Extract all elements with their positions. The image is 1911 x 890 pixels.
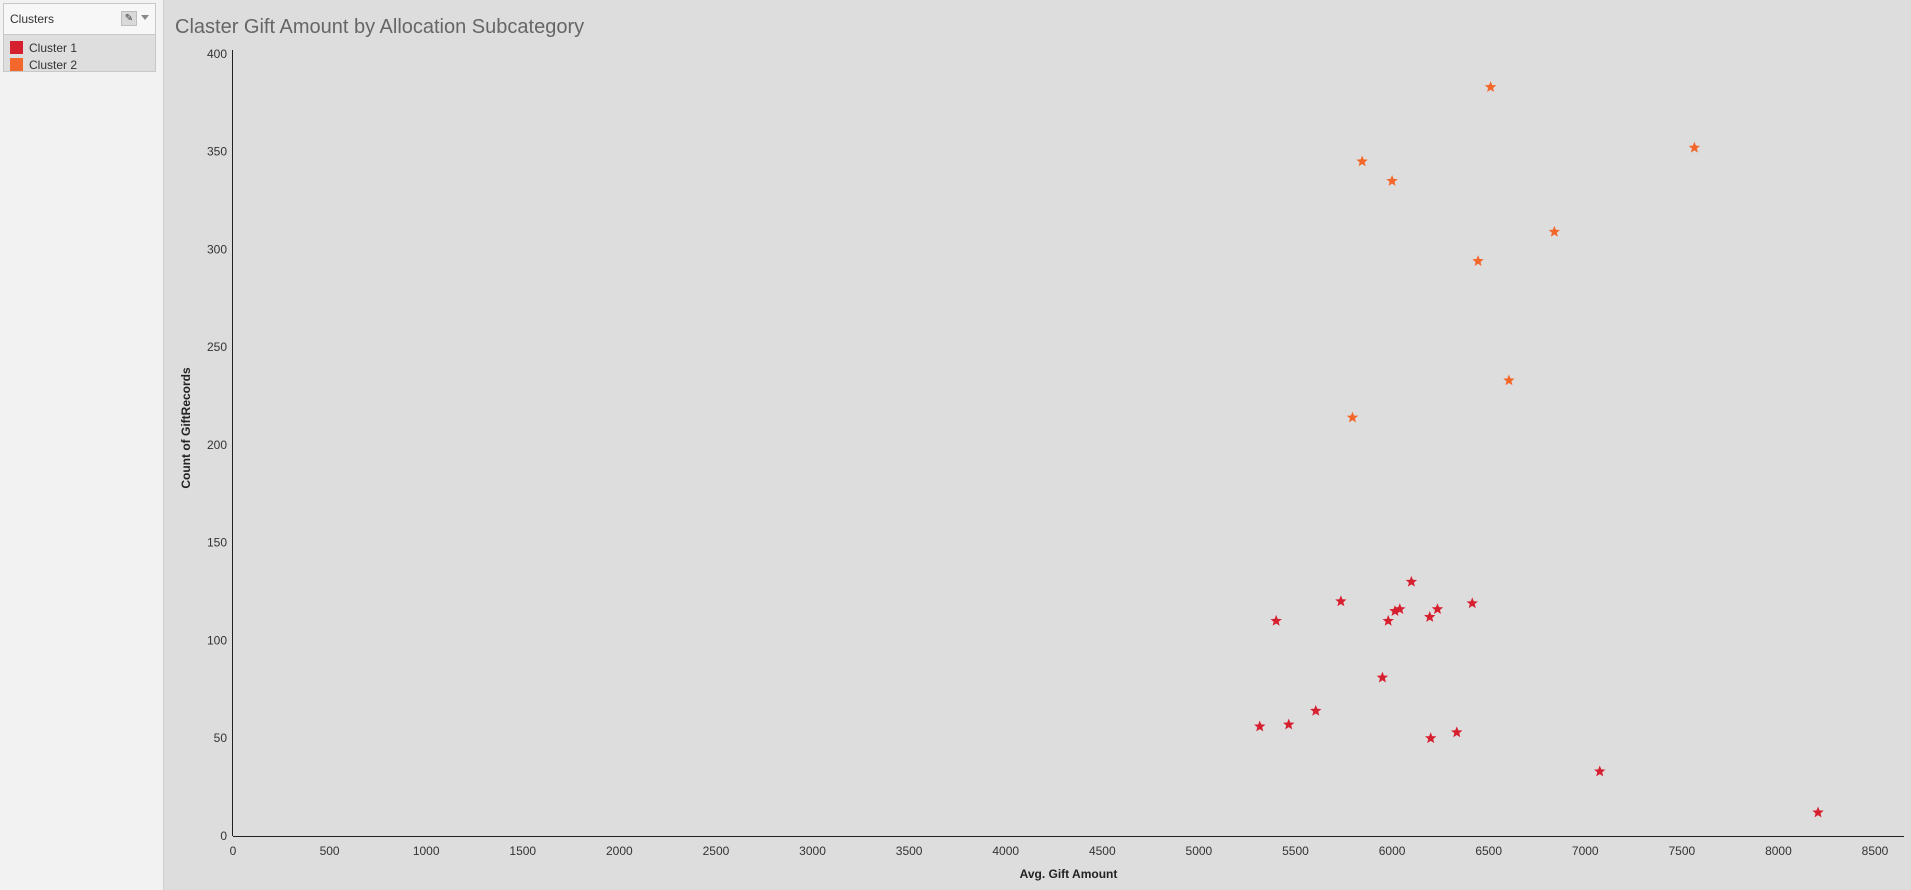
legend-item-label: Cluster 2 <box>29 58 78 72</box>
data-point-cluster-1 <box>1394 603 1406 615</box>
legend-item-cluster-1[interactable]: Cluster 1 <box>10 40 150 56</box>
data-point-cluster-2 <box>1356 155 1368 167</box>
y-tick-label: 100 <box>207 633 227 647</box>
y-tick-label: 200 <box>207 438 227 452</box>
x-tick-label: 2000 <box>606 844 633 858</box>
y-tick-label: 350 <box>207 145 227 159</box>
x-tick-label: 2500 <box>703 844 730 858</box>
data-point-cluster-1 <box>1310 704 1322 716</box>
x-tick-label: 3500 <box>896 844 923 858</box>
chart-title: Claster Gift Amount by Allocation Subcat… <box>175 16 585 38</box>
chart-panel: Claster Gift Amount by Allocation Subcat… <box>163 0 1911 890</box>
data-point-cluster-1 <box>1594 765 1606 777</box>
x-axis-title: Avg. Gift Amount <box>1020 867 1118 881</box>
x-tick-label: 6000 <box>1379 844 1406 858</box>
y-tick-label: 0 <box>220 829 227 843</box>
data-point-cluster-1 <box>1389 605 1401 616</box>
data-point-cluster-1 <box>1466 597 1478 609</box>
cluster-legend: Clusters ✎ Cluster 1 Cluster 2 <box>3 3 156 72</box>
x-tick-label: 1500 <box>509 844 536 858</box>
legend-item-label: Cluster 1 <box>29 41 78 55</box>
data-point-cluster-2 <box>1386 175 1398 186</box>
x-tick-label: 5000 <box>1186 844 1213 858</box>
data-point-cluster-2 <box>1472 255 1484 267</box>
data-point-cluster-1 <box>1405 575 1418 587</box>
chevron-down-icon[interactable] <box>141 15 149 20</box>
data-point-cluster-1 <box>1254 720 1266 732</box>
x-tick-label: 8000 <box>1765 844 1792 858</box>
x-tick-label: 4000 <box>992 844 1019 858</box>
x-tick-label: 7500 <box>1668 844 1695 858</box>
legend-menu[interactable]: ✎ <box>121 11 151 27</box>
x-tick-label: 8500 <box>1862 844 1889 858</box>
data-point-cluster-1 <box>1335 595 1347 607</box>
data-point-cluster-1 <box>1424 611 1436 622</box>
legend-header: Clusters ✎ <box>4 4 155 35</box>
data-point-cluster-1 <box>1451 726 1463 738</box>
y-tick-label: 400 <box>207 47 227 61</box>
y-tick-label: 150 <box>207 536 227 550</box>
data-point-cluster-2 <box>1484 81 1497 92</box>
x-tick-label: 3000 <box>799 844 826 858</box>
legend-swatch <box>10 41 23 54</box>
data-point-cluster-2 <box>1503 374 1515 386</box>
scatter-plot: 0 500 1000 1500 2000 2500 3000 3500 4000 4500 5000… <box>179 47 1904 881</box>
data-point-cluster-1 <box>1431 603 1444 615</box>
data-point-cluster-2 <box>1548 225 1561 237</box>
data-point-cluster-1 <box>1270 614 1282 626</box>
legend-swatch <box>10 58 23 71</box>
y-tick-label: 50 <box>214 731 228 745</box>
x-tick-label: 0 <box>230 844 237 858</box>
y-tick-label: 250 <box>207 340 227 354</box>
x-tick-label: 7000 <box>1572 844 1599 858</box>
data-point-cluster-1 <box>1382 614 1394 626</box>
x-tick-label: 4500 <box>1089 844 1116 858</box>
data-point-cluster-2 <box>1346 411 1359 423</box>
x-tick-label: 500 <box>320 844 340 858</box>
data-point-cluster-1 <box>1812 806 1824 818</box>
x-tick-label: 6500 <box>1475 844 1502 858</box>
data-point-cluster-1 <box>1283 718 1295 730</box>
highlight-pen-icon[interactable]: ✎ <box>121 11 137 26</box>
y-tick-label: 300 <box>207 242 227 256</box>
legend-title: Clusters <box>10 12 55 26</box>
data-point-cluster-1 <box>1425 732 1437 744</box>
y-axis-title: Count of GiftRecords <box>179 367 193 489</box>
x-tick-label: 1000 <box>413 844 440 858</box>
x-tick-label: 5500 <box>1282 844 1309 858</box>
data-point-cluster-1 <box>1376 671 1389 683</box>
data-point-cluster-2 <box>1688 141 1701 153</box>
legend-item-cluster-2[interactable]: Cluster 2 <box>10 57 150 73</box>
